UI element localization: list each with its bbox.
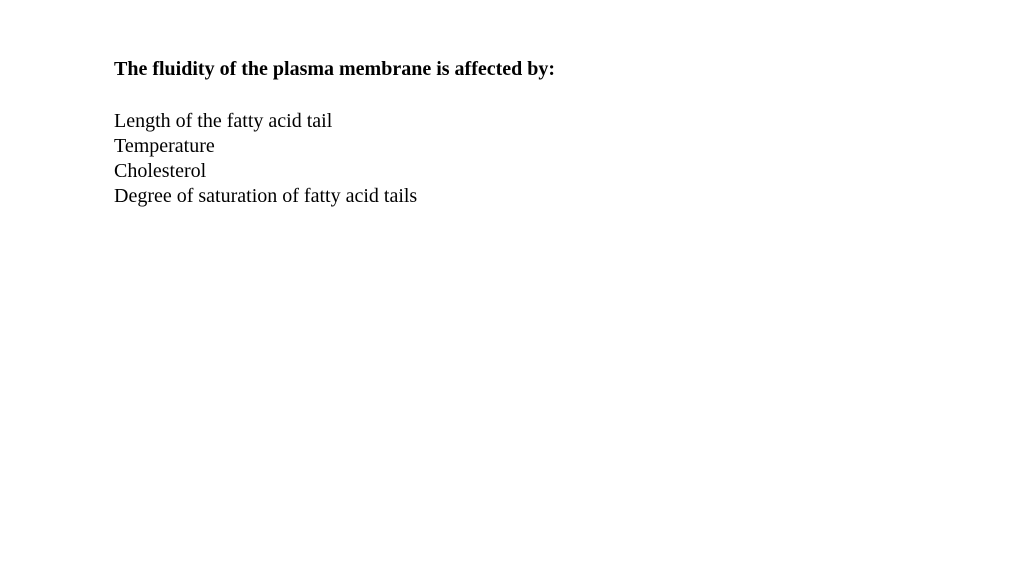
list-item: Degree of saturation of fatty acid tails xyxy=(114,184,1024,209)
list-item: Length of the fatty acid tail xyxy=(114,109,1024,134)
list-item: Cholesterol xyxy=(114,159,1024,184)
slide-title: The fluidity of the plasma membrane is a… xyxy=(114,58,1024,81)
list-item: Temperature xyxy=(114,134,1024,159)
